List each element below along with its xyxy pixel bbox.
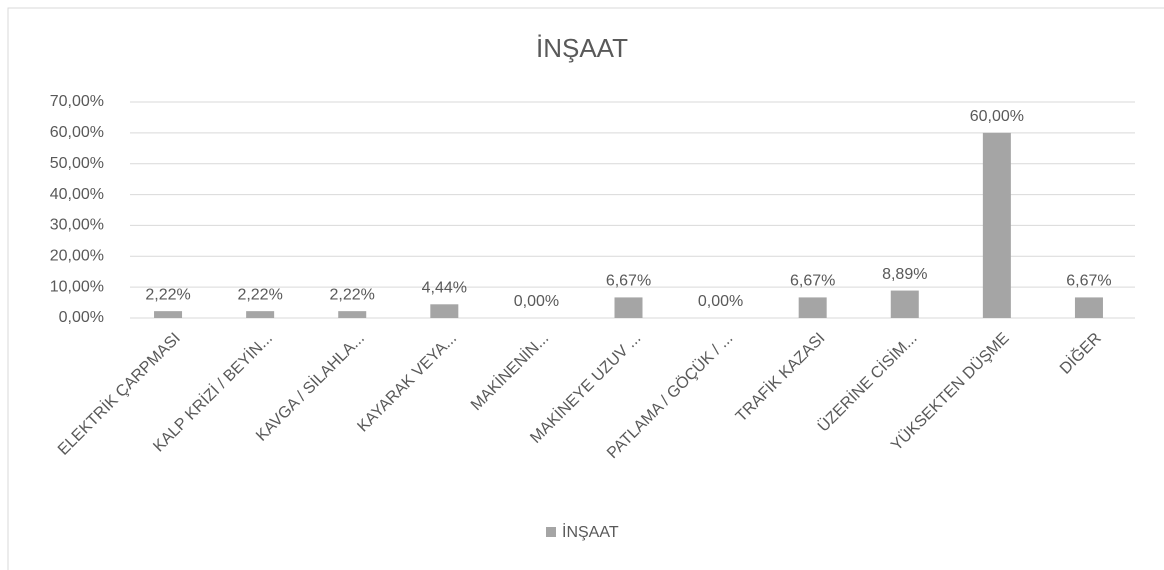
y-tick-label: 40,00% xyxy=(50,186,104,203)
bar xyxy=(890,290,919,318)
data-label: 6,67% xyxy=(606,273,651,290)
bar xyxy=(338,311,367,318)
bar xyxy=(1074,297,1103,318)
data-label: 2,22% xyxy=(330,286,375,303)
y-tick-label: 50,00% xyxy=(50,155,104,172)
data-label: 2,22% xyxy=(145,286,190,303)
data-label: 0,00% xyxy=(698,293,743,310)
x-tick-label: TRAFİK KAZASI xyxy=(731,328,828,425)
bar xyxy=(982,132,1011,318)
y-tick-label: 0,00% xyxy=(59,309,104,326)
data-label: 6,67% xyxy=(1066,273,1111,290)
data-label: 4,44% xyxy=(422,280,467,297)
y-tick-label: 60,00% xyxy=(50,124,104,141)
legend-swatch xyxy=(546,527,556,537)
x-tick-label: DİĞER xyxy=(1056,328,1105,377)
chart-title: İNŞAAT xyxy=(536,33,628,63)
data-label: 6,67% xyxy=(790,273,835,290)
bar xyxy=(614,297,643,318)
x-tick-label: KAYARAK VEYA... xyxy=(354,330,460,436)
x-tick-label: ÜZERİNE CİSİM... xyxy=(813,328,920,435)
data-label: 8,89% xyxy=(882,266,927,283)
bar xyxy=(154,311,183,318)
data-label: 2,22% xyxy=(237,286,282,303)
bar xyxy=(798,297,827,318)
bar xyxy=(246,311,275,318)
data-label: 0,00% xyxy=(514,293,559,310)
bar xyxy=(430,304,459,318)
y-tick-label: 70,00% xyxy=(50,93,104,110)
y-tick-label: 20,00% xyxy=(50,248,104,265)
y-tick-label: 10,00% xyxy=(50,278,104,295)
legend-label: İNŞAAT xyxy=(562,522,619,541)
x-tick-label: MAKİNENİN... xyxy=(466,328,552,414)
data-label: 60,00% xyxy=(970,108,1024,125)
y-tick-label: 30,00% xyxy=(50,217,104,234)
chart-frame xyxy=(7,7,1164,570)
